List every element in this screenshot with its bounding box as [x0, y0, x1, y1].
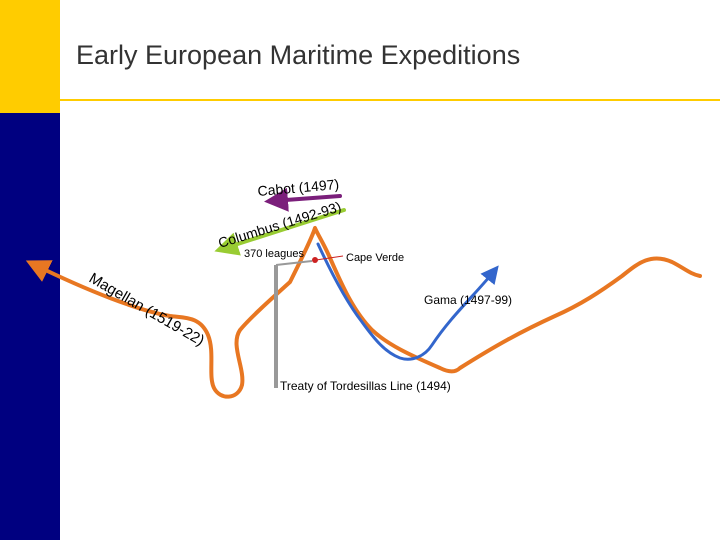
slide-title: Early European Maritime Expeditions — [76, 40, 521, 70]
cape-verde-label: Cape Verde — [346, 252, 404, 264]
gama-label: Gama (1497-99) — [424, 293, 512, 307]
magellan-label: Magellan (1519-22) — [86, 270, 207, 350]
title-rule — [60, 99, 720, 101]
cape-verde-marker — [312, 257, 318, 263]
columbus-route — [214, 208, 346, 256]
gama-route — [316, 242, 499, 361]
leagues-label: 370 leagues — [244, 248, 304, 260]
tordesillas-distance-arrow — [275, 260, 313, 266]
magellan-route — [25, 226, 702, 399]
cabot-label: Cabot (1497) — [257, 176, 340, 199]
accent-bar-yellow — [0, 0, 60, 113]
tordesillas-label: Treaty of Tordesillas Line (1494) — [280, 379, 451, 393]
cape-verde-leader — [315, 255, 344, 261]
accent-bar-navy — [0, 113, 60, 540]
cabot-route — [264, 187, 342, 212]
